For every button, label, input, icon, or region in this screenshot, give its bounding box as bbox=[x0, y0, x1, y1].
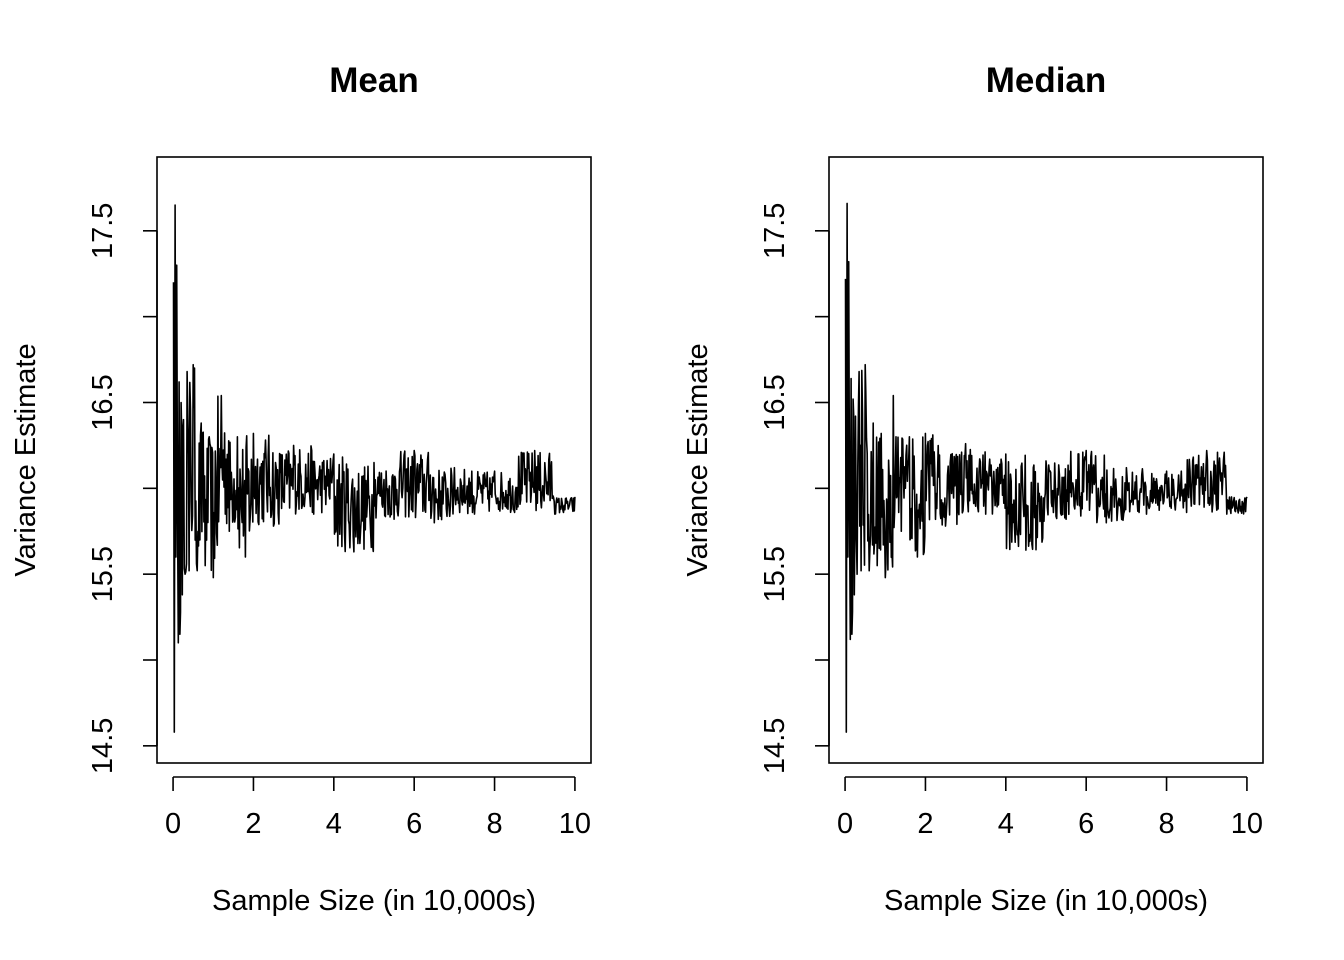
x-tick-label: 10 bbox=[1231, 808, 1263, 840]
y-axis: 14.5 15.5 16.5 17.5 bbox=[87, 203, 158, 774]
x-tick-label: 2 bbox=[245, 808, 261, 840]
x-axis: 0 2 4 6 8 10 bbox=[165, 776, 591, 840]
x-axis-label: Sample Size (in 10,000s) bbox=[884, 885, 1208, 917]
x-tick-label: 6 bbox=[406, 808, 422, 840]
chart-title: Median bbox=[986, 61, 1107, 100]
x-tick-label: 4 bbox=[998, 808, 1014, 840]
y-tick-label: 14.5 bbox=[759, 718, 791, 774]
y-axis: 14.5 15.5 16.5 17.5 bbox=[759, 203, 830, 774]
x-tick-label: 8 bbox=[1158, 808, 1174, 840]
chart-title: Mean bbox=[329, 61, 418, 100]
series-group bbox=[172, 204, 576, 733]
y-tick-label: 15.5 bbox=[759, 546, 791, 602]
series-group bbox=[844, 202, 1248, 733]
panel-mean: Mean 0 2 4 6 8 10 14.5 15.5 16.5 17.5 Sample Siz… bbox=[10, 61, 592, 917]
y-tick-label: 14.5 bbox=[87, 718, 119, 774]
y-tick-label: 16.5 bbox=[87, 374, 119, 430]
x-tick-label: 0 bbox=[837, 808, 853, 840]
x-tick-label: 2 bbox=[917, 808, 933, 840]
y-tick-label: 16.5 bbox=[759, 374, 791, 430]
x-axis: 0 2 4 6 8 10 bbox=[837, 776, 1263, 840]
x-tick-label: 0 bbox=[165, 808, 181, 840]
x-tick-label: 10 bbox=[559, 808, 591, 840]
series-line bbox=[172, 204, 576, 733]
y-tick-label: 17.5 bbox=[87, 203, 119, 259]
x-tick-label: 6 bbox=[1078, 808, 1094, 840]
panel-median: Median 0 2 4 6 8 10 14.5 15.5 16.5 17.5 Sample S… bbox=[682, 61, 1264, 917]
x-axis-label: Sample Size (in 10,000s) bbox=[212, 885, 536, 917]
y-tick-label: 17.5 bbox=[759, 203, 791, 259]
y-tick-label: 15.5 bbox=[87, 546, 119, 602]
y-axis-label: Variance Estimate bbox=[682, 343, 714, 576]
x-tick-label: 8 bbox=[486, 808, 502, 840]
x-tick-label: 4 bbox=[326, 808, 342, 840]
series-line bbox=[844, 202, 1248, 733]
y-axis-label: Variance Estimate bbox=[10, 343, 42, 576]
